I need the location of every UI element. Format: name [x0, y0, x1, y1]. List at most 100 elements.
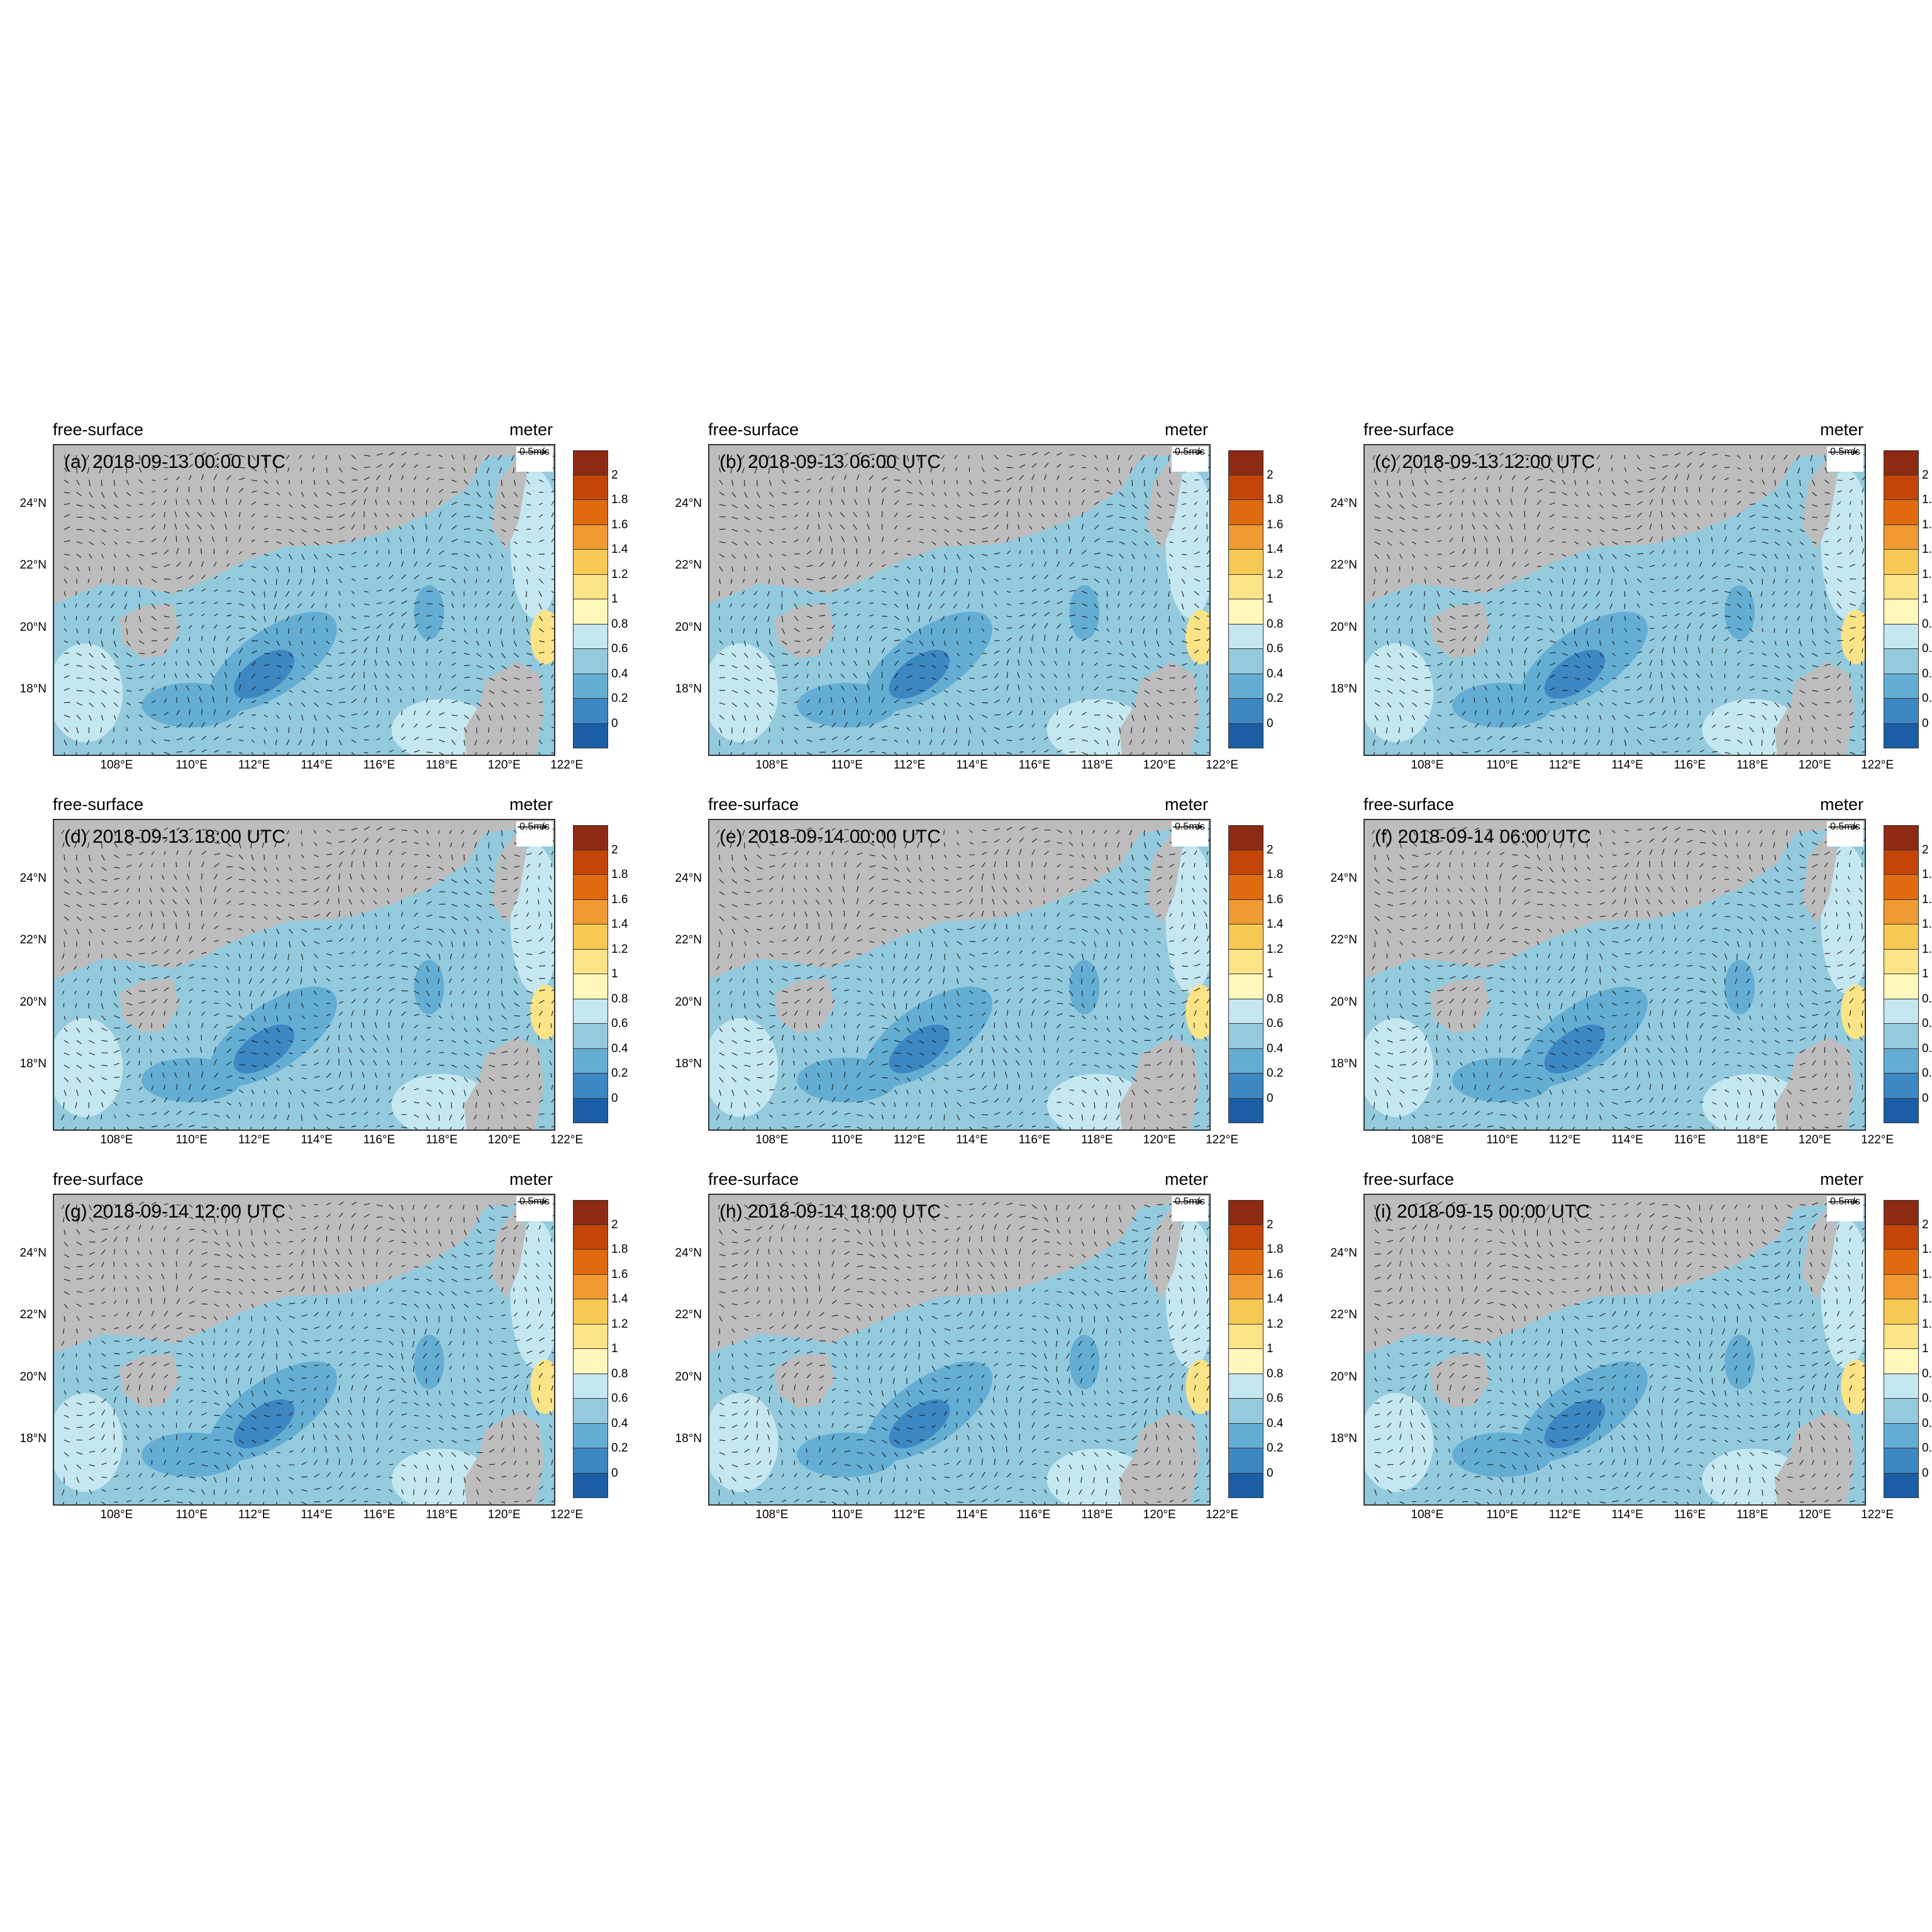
panel-i: free-surface meter (i) 2018-09-15 00:00 UT… — [1331, 1170, 1932, 1547]
colorbar-label: 1.2 — [1922, 942, 1932, 956]
colorbar-label: 0.8 — [611, 992, 628, 1006]
colorbar-label: 0.6 — [1267, 1392, 1284, 1405]
reference-arrow-icon — [1828, 449, 1858, 455]
colorbar-label: 1.4 — [611, 543, 628, 556]
colorbar-label: 0.2 — [1922, 692, 1932, 705]
colorbar-label: 0 — [1922, 716, 1929, 730]
colorbar-label: 1.8 — [1922, 868, 1932, 881]
lon-tick-label: 112°E — [1548, 1508, 1581, 1521]
panel-d: free-surface meter (d) 2018-09-13 18:00 UT… — [20, 795, 682, 1172]
colorbar-label: 1 — [1922, 1342, 1929, 1355]
colorbar-label: 0.4 — [1922, 1041, 1932, 1055]
colorbar-label: 1.8 — [611, 1243, 628, 1256]
colorbar-label: 0.4 — [611, 1416, 628, 1430]
panel-header-variable: free-surface — [53, 1170, 144, 1189]
colorbar-label: 1.8 — [1267, 493, 1284, 506]
panel-header-unit: meter — [1164, 420, 1208, 439]
lon-tick-label: 118°E — [425, 1508, 458, 1521]
colorbar-label: 1.4 — [611, 918, 628, 931]
colorbar-label: 0.2 — [1922, 1441, 1932, 1455]
panel-header-unit: meter — [1819, 420, 1863, 439]
colorbar-label: 0.8 — [1922, 617, 1932, 631]
panel-g: free-surface meter (g) 2018-09-14 12:00 UT… — [20, 1170, 682, 1547]
lat-tick-label: 24°N — [675, 496, 702, 510]
panel-title: (d) 2018-09-13 18:00 UTC — [64, 826, 286, 847]
lat-tick-label: 18°N — [675, 1432, 702, 1446]
colorbar-label: 1.6 — [611, 1267, 628, 1281]
lon-tick-label: 118°E — [425, 758, 458, 772]
lat-tick-label: 20°N — [19, 620, 47, 634]
lat-tick-label: 18°N — [19, 1432, 47, 1446]
colorbar-label: 1.8 — [611, 493, 628, 506]
lon-tick-label: 110°E — [1486, 1133, 1518, 1146]
colorbar-label: 0.2 — [1922, 1067, 1932, 1080]
panel-title: (i) 2018-09-15 00:00 UTC — [1375, 1201, 1590, 1222]
lon-tick-label: 122°E — [1206, 1508, 1239, 1521]
lon-tick-label: 112°E — [238, 1508, 270, 1521]
lon-tick-label: 118°E — [1080, 758, 1113, 772]
reference-vector: 0.5m/s — [1172, 447, 1208, 472]
map-area: (b) 2018-09-13 06:00 UTC 0.5m/s — [708, 444, 1211, 756]
lon-tick-label: 122°E — [1861, 1133, 1894, 1146]
reference-vector: 0.5m/s — [1827, 447, 1863, 472]
lon-tick-label: 110°E — [831, 1133, 863, 1146]
colorbar-label: 1 — [1267, 967, 1274, 980]
reference-arrow-icon — [1173, 824, 1203, 830]
panel-header-unit: meter — [509, 1170, 553, 1189]
panel-f: free-surface meter (f) 2018-09-14 06:00 UT… — [1331, 795, 1932, 1172]
lon-tick-label: 118°E — [1736, 1133, 1768, 1146]
reference-vector: 0.5m/s — [516, 1196, 553, 1221]
panel-header-variable: free-surface — [1363, 795, 1455, 814]
colorbar — [1884, 825, 1919, 1123]
colorbar-label: 0.4 — [1267, 667, 1284, 680]
lat-tick-label: 20°N — [1330, 995, 1357, 1009]
map-svg — [1365, 1195, 1865, 1504]
lon-tick-label: 114°E — [301, 758, 333, 772]
lon-tick-label: 112°E — [238, 1133, 270, 1146]
colorbar-label: 1.8 — [1922, 1243, 1932, 1256]
lon-tick-label: 116°E — [363, 1133, 396, 1146]
colorbar-label: 0.8 — [1922, 1367, 1932, 1380]
colorbar-label: 1.4 — [1922, 918, 1932, 931]
colorbar-label: 0.2 — [611, 1067, 628, 1080]
lon-tick-label: 108°E — [100, 1133, 133, 1146]
lon-tick-label: 118°E — [1080, 1508, 1113, 1521]
colorbar-label: 0.2 — [611, 692, 628, 705]
colorbar-label: 1.6 — [1922, 892, 1932, 906]
lon-tick-label: 108°E — [1411, 758, 1444, 772]
lon-tick-label: 108°E — [100, 1508, 133, 1521]
lon-tick-label: 116°E — [1674, 1508, 1706, 1521]
colorbar-label: 1 — [1267, 1342, 1274, 1355]
lon-tick-label: 116°E — [1018, 1508, 1051, 1521]
map-area: (h) 2018-09-14 18:00 UTC 0.5m/s — [708, 1194, 1211, 1506]
panel-b: free-surface meter (b) 2018-09-13 06:00 UT… — [675, 420, 1337, 797]
colorbar-label: 2 — [611, 1218, 618, 1231]
colorbar-label: 0.4 — [611, 667, 628, 680]
reference-arrow-icon — [1173, 1199, 1203, 1205]
lon-tick-label: 108°E — [755, 758, 789, 772]
colorbar-label: 1.2 — [611, 1317, 628, 1331]
lat-tick-label: 24°N — [1330, 496, 1357, 510]
colorbar-label: 1.2 — [611, 942, 628, 956]
colorbar-label: 1.4 — [1267, 543, 1284, 556]
reference-vector: 0.5m/s — [1172, 821, 1208, 847]
panel-header-unit: meter — [1164, 795, 1208, 814]
colorbar-label: 0.2 — [1267, 1067, 1284, 1080]
colorbar-label: 0.6 — [1922, 1017, 1932, 1030]
lon-tick-label: 120°E — [487, 1508, 521, 1521]
panel-header-variable: free-surface — [708, 420, 799, 439]
lon-tick-label: 122°E — [1861, 758, 1894, 772]
colorbar-label: 1.4 — [1267, 918, 1284, 931]
lon-tick-label: 120°E — [487, 1133, 521, 1146]
panel-header-variable: free-surface — [708, 1170, 799, 1189]
colorbar-label: 0.4 — [1922, 1416, 1932, 1430]
lon-tick-label: 110°E — [175, 758, 208, 772]
colorbar — [1884, 1200, 1919, 1498]
panel-title: (b) 2018-09-13 06:00 UTC — [719, 452, 941, 472]
lat-tick-label: 18°N — [19, 682, 47, 696]
panel-header-variable: free-surface — [53, 420, 144, 439]
lat-tick-label: 18°N — [675, 682, 702, 696]
panel-title: (c) 2018-09-13 12:00 UTC — [1375, 452, 1596, 472]
colorbar-label: 1.8 — [1267, 868, 1284, 881]
colorbar-label: 0.8 — [1267, 617, 1284, 631]
